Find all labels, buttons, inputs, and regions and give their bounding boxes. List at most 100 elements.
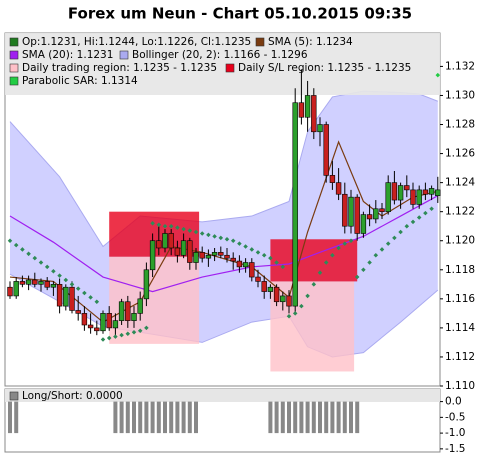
y-tick-label: 1.122 [445, 206, 475, 218]
bar [169, 401, 174, 434]
legend-swatch [255, 37, 265, 47]
bar [324, 401, 329, 434]
legend-swatch [9, 391, 19, 401]
candle-body [311, 95, 317, 133]
sar-dot [367, 260, 372, 265]
sar-dot [330, 252, 335, 258]
y-tick-label: 1.118 [445, 264, 475, 276]
legend-swatch [225, 63, 235, 73]
candle-body [38, 281, 44, 285]
y-tick-label: 0.0 [445, 396, 462, 408]
legend-swatch [119, 50, 129, 60]
y-tick-label: -0.5 [445, 411, 466, 423]
bar [194, 401, 198, 434]
candle-body [261, 281, 267, 292]
candle-body [87, 324, 94, 329]
legend-label: Daily trading region: 1.1235 - 1.1235 [22, 62, 217, 74]
legend-swatch [9, 50, 19, 60]
y-tick-label: 1.132 [445, 60, 475, 72]
candle-body [391, 182, 398, 201]
legend-box [5, 33, 440, 95]
bar [14, 401, 19, 434]
candle-body [25, 279, 32, 285]
candle-body [404, 185, 410, 191]
candle-body [416, 189, 422, 205]
candle-body [205, 254, 212, 259]
candle-body [56, 284, 63, 307]
bar [132, 401, 136, 434]
sar-dot [435, 72, 441, 78]
candle-body [397, 185, 404, 201]
legend-swatch [9, 37, 19, 47]
candle-body [193, 252, 199, 263]
candle-body [292, 102, 298, 307]
bar [305, 401, 310, 434]
legend-label: Parabolic SAR: 1.1314 [22, 75, 138, 87]
sar-dot [63, 277, 69, 283]
sar-dot [274, 260, 279, 265]
candle-body [385, 182, 391, 212]
bar [187, 401, 192, 434]
candle-body [422, 189, 429, 195]
bar [299, 401, 304, 434]
candle-body [242, 262, 249, 268]
bar [274, 401, 279, 434]
candle-body [348, 196, 354, 227]
y-tick-label: 1.112 [445, 351, 475, 363]
sar-dot [305, 293, 310, 299]
sar-dot [292, 311, 298, 316]
candle-body [335, 182, 342, 195]
candle-body [94, 327, 100, 332]
y-tick-label: 1.128 [445, 119, 475, 131]
candle-body [156, 240, 162, 249]
chart-title: Forex um Neun - Chart 05.10.2015 09:35 [68, 5, 412, 23]
candle-body [143, 269, 150, 300]
legend-box [5, 389, 440, 402]
sar-dot [423, 210, 428, 216]
bar [8, 401, 12, 434]
sar-dot [280, 264, 286, 270]
legend-swatch [9, 63, 19, 73]
sar-dot [94, 299, 100, 305]
candle-body [7, 286, 13, 297]
sar-dot [69, 282, 75, 287]
candle-body [131, 313, 137, 321]
candle-body [410, 189, 416, 205]
legend-swatch [9, 76, 19, 86]
candle-body [50, 284, 57, 288]
candle-body [379, 208, 385, 212]
sar-dot [342, 241, 348, 246]
candle-body [149, 240, 156, 271]
sar-dot [113, 334, 118, 339]
bar [125, 401, 130, 434]
candle-body [323, 124, 329, 176]
candle-body [267, 286, 274, 292]
bar [342, 401, 347, 434]
bar [349, 401, 353, 434]
candle-body [298, 102, 305, 118]
legend-label: Op:1.1231, Hi:1.1244, Lo:1.1226, Cl:1.12… [22, 36, 251, 48]
candle-body [236, 260, 243, 268]
candle-body [224, 254, 230, 259]
bar [175, 401, 180, 434]
candle-body [81, 313, 88, 326]
trading-region [109, 256, 200, 344]
bar [318, 401, 322, 434]
bar [268, 401, 273, 434]
y-tick-label: 1.124 [445, 177, 475, 189]
sar-dot [44, 264, 50, 270]
bar [181, 401, 186, 434]
sar-dot [336, 245, 341, 251]
candle-body [75, 310, 81, 314]
bar [311, 401, 316, 434]
legend-label: Daily S/L region: 1.1235 - 1.1235 [238, 62, 411, 74]
candle-body [286, 295, 292, 307]
legend-label: Long/Short: 0.0000 [22, 390, 123, 402]
candle-body [249, 262, 255, 278]
legend-label: SMA (20): 1.1231 [22, 49, 113, 61]
candle-body [174, 247, 181, 256]
bar [355, 401, 360, 434]
candle-body [44, 281, 50, 288]
bar [113, 401, 118, 434]
bar [280, 401, 285, 434]
